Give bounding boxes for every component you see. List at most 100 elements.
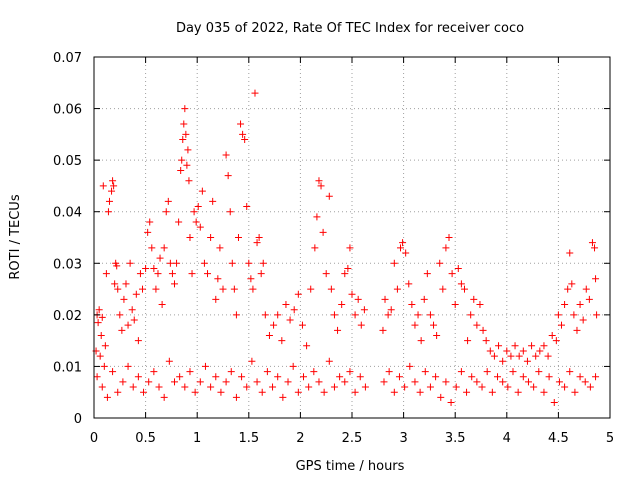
data-point <box>282 301 290 309</box>
data-point <box>451 301 459 309</box>
data-point <box>439 285 447 293</box>
data-point <box>463 388 471 396</box>
data-point <box>186 234 194 241</box>
data-point <box>150 264 158 272</box>
data-point <box>530 383 538 391</box>
data-point <box>341 378 349 386</box>
data-point <box>258 388 266 396</box>
data-point <box>351 311 359 319</box>
data-point <box>507 352 515 360</box>
data-point <box>592 373 600 381</box>
data-point <box>313 213 321 221</box>
y-tick-label: 0.02 <box>53 309 82 324</box>
data-point <box>209 197 217 205</box>
data-point <box>509 368 517 376</box>
data-point <box>192 218 200 226</box>
data-point <box>401 383 409 391</box>
data-point <box>294 388 302 396</box>
data-point <box>581 378 589 386</box>
chart-title: Day 035 of 2022, Rate Of TEC Index for r… <box>176 21 524 36</box>
data-point <box>550 399 558 407</box>
data-point <box>289 362 297 370</box>
data-point <box>286 316 294 324</box>
data-point <box>145 378 153 386</box>
data-point <box>237 120 245 128</box>
data-point <box>270 321 278 329</box>
gridlines <box>94 57 610 418</box>
data-point <box>279 393 287 401</box>
data-point <box>160 244 168 252</box>
data-point <box>515 352 523 360</box>
data-point <box>181 105 189 113</box>
data-point <box>523 357 531 365</box>
data-point <box>278 337 286 345</box>
data-point <box>170 378 178 386</box>
data-point <box>470 295 478 303</box>
data-point <box>177 166 185 174</box>
y-tick-label: 0.01 <box>53 360 82 375</box>
data-point <box>532 352 540 360</box>
data-point <box>454 264 462 272</box>
data-point <box>248 357 256 365</box>
data-point <box>134 373 142 381</box>
data-point <box>437 393 445 401</box>
x-tick-label: 4.5 <box>548 431 569 446</box>
data-point <box>307 285 315 293</box>
data-point <box>299 373 307 381</box>
data-point <box>212 373 220 381</box>
data-point <box>134 337 142 345</box>
data-point <box>545 373 553 381</box>
data-point <box>524 378 532 386</box>
x-tick-label: 0.5 <box>135 431 156 446</box>
data-point <box>511 342 519 350</box>
data-point <box>186 368 194 376</box>
data-point <box>179 136 187 144</box>
x-tick-label: 1 <box>193 431 201 446</box>
data-point <box>226 208 234 216</box>
data-point <box>379 326 387 334</box>
x-tick-label: 1.5 <box>238 431 259 446</box>
data-point <box>346 368 354 376</box>
data-point <box>165 357 173 365</box>
data-point <box>317 182 325 190</box>
data-point <box>190 208 198 216</box>
data-point <box>467 311 475 319</box>
data-point <box>274 311 282 319</box>
data-point <box>561 383 569 391</box>
data-point <box>196 378 204 386</box>
data-point <box>110 182 118 190</box>
data-point <box>320 388 328 396</box>
data-point <box>98 313 106 321</box>
data-point <box>265 331 273 339</box>
data-point <box>255 234 263 241</box>
data-point <box>98 383 106 391</box>
data-point <box>241 136 249 144</box>
data-point <box>421 368 429 376</box>
data-point <box>570 311 578 319</box>
data-point <box>227 368 235 376</box>
data-point <box>247 275 255 283</box>
data-point <box>175 218 183 226</box>
data-point <box>482 337 490 345</box>
data-point <box>204 270 212 278</box>
data-point <box>126 259 134 267</box>
data-point <box>146 218 154 226</box>
data-point <box>305 383 313 391</box>
data-point <box>109 368 117 376</box>
data-point <box>168 270 176 278</box>
data-point <box>184 146 192 154</box>
data-point <box>499 357 507 365</box>
data-point <box>207 383 215 391</box>
data-point <box>298 321 306 329</box>
data-point <box>348 290 356 298</box>
data-point <box>576 373 584 381</box>
y-tick-labels: 0 0.01 0.02 0.03 0.04 0.05 0.06 0.07 <box>53 51 82 427</box>
data-point <box>173 259 181 267</box>
data-point <box>488 388 496 396</box>
data-point <box>249 285 257 293</box>
y-tick-label: 0.07 <box>53 51 82 66</box>
data-point <box>486 347 494 355</box>
data-point <box>234 234 242 241</box>
data-point <box>406 362 414 370</box>
data-point <box>426 311 434 319</box>
